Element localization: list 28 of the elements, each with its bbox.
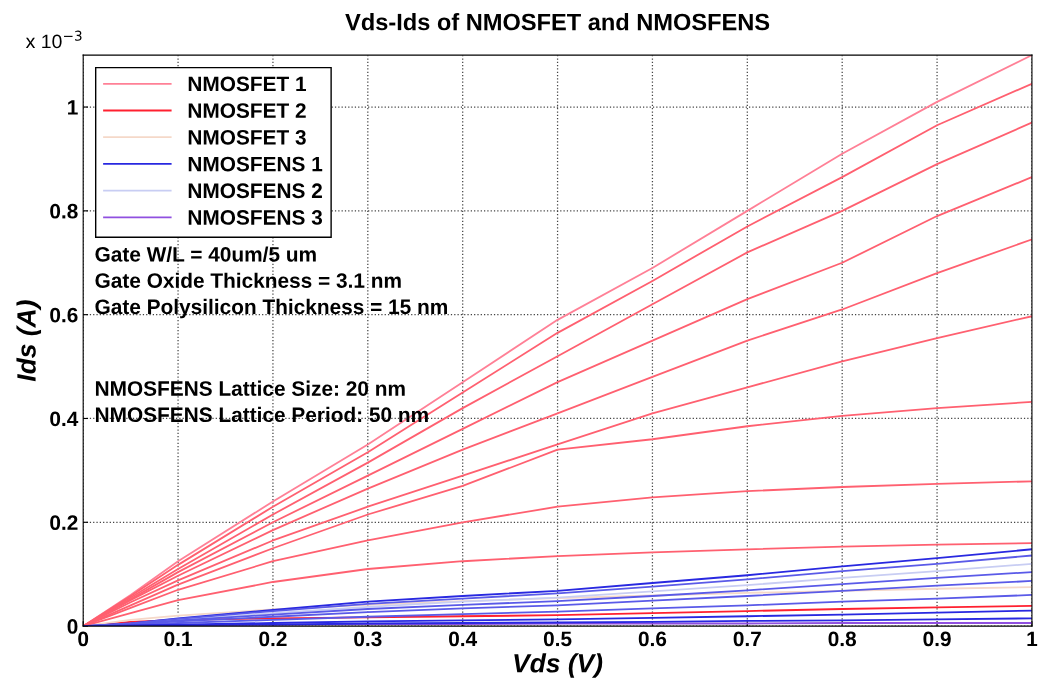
x-tick-label: 0.8 <box>828 631 857 647</box>
text: x 10$^{−3}$ <box>25 30 82 49</box>
y-tick-label: 0 <box>67 619 78 634</box>
annotation: Gate W/L = 40um/5 um Gate Oxide Thickness = 3.1 nm Gate Polysilicon Thickness = 15 nm <box>95 246 448 319</box>
x-tick-label: 0.5 <box>543 631 572 647</box>
legend-label: NMOSFENS 1 <box>188 156 323 172</box>
legend-label: NMOSFET 1 <box>188 76 306 92</box>
y-tick-label: 0.2 <box>50 515 78 531</box>
x-tick-label: 0.1 <box>164 631 192 647</box>
x-tick-label: 0.3 <box>354 631 382 647</box>
y-tick-label: 0.6 <box>50 307 78 323</box>
y-tick-label: 1 <box>68 100 78 115</box>
y-tick-label: 0.4 <box>50 411 79 427</box>
y-tick-label: 0.8 <box>50 203 78 219</box>
x-axis-title: Vds (V) <box>514 653 603 678</box>
x-tick-label: 0 <box>78 631 89 647</box>
chart-title: Vds-Ids of NMOSFET and NMOSFENS <box>345 13 770 31</box>
x-tick-label: 0.2 <box>259 631 287 647</box>
legend-label: NMOSFENS 3 <box>188 210 323 225</box>
legend-label: NMOSFET 3 <box>188 129 306 145</box>
legend-label: NMOSFENS 2 <box>188 183 322 199</box>
x-tick-label: 1 <box>1027 631 1038 647</box>
x-tick-label: 0.6 <box>638 631 667 647</box>
legend-label: NMOSFET 2 <box>188 103 306 118</box>
x-tick-label: 0.9 <box>923 631 951 647</box>
y-axis-title: Ids (A) <box>16 300 42 382</box>
x-tick-label: 0.4 <box>449 631 478 647</box>
x-tick-label: 0.7 <box>733 631 761 647</box>
